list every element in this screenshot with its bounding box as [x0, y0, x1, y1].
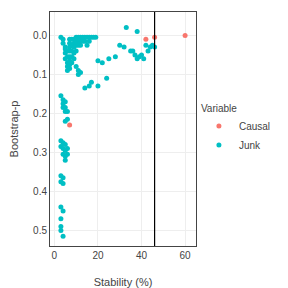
svg-text:0.0: 0.0 [33, 30, 47, 41]
svg-text:Causal: Causal [239, 121, 270, 132]
svg-text:0.4: 0.4 [33, 186, 47, 197]
svg-text:20: 20 [92, 250, 104, 261]
svg-text:0.3: 0.3 [33, 147, 47, 158]
svg-text:Bootstrap-p: Bootstrap-p [8, 101, 20, 158]
svg-text:Stability (%): Stability (%) [94, 276, 153, 288]
svg-text:40: 40 [136, 250, 148, 261]
svg-text:0: 0 [52, 250, 58, 261]
svg-text:0.2: 0.2 [33, 108, 47, 119]
svg-text:Variable: Variable [201, 103, 237, 114]
svg-text:Junk: Junk [239, 140, 261, 151]
svg-text:0.1: 0.1 [33, 69, 47, 80]
svg-text:60: 60 [180, 250, 192, 261]
svg-text:0.5: 0.5 [33, 225, 47, 236]
